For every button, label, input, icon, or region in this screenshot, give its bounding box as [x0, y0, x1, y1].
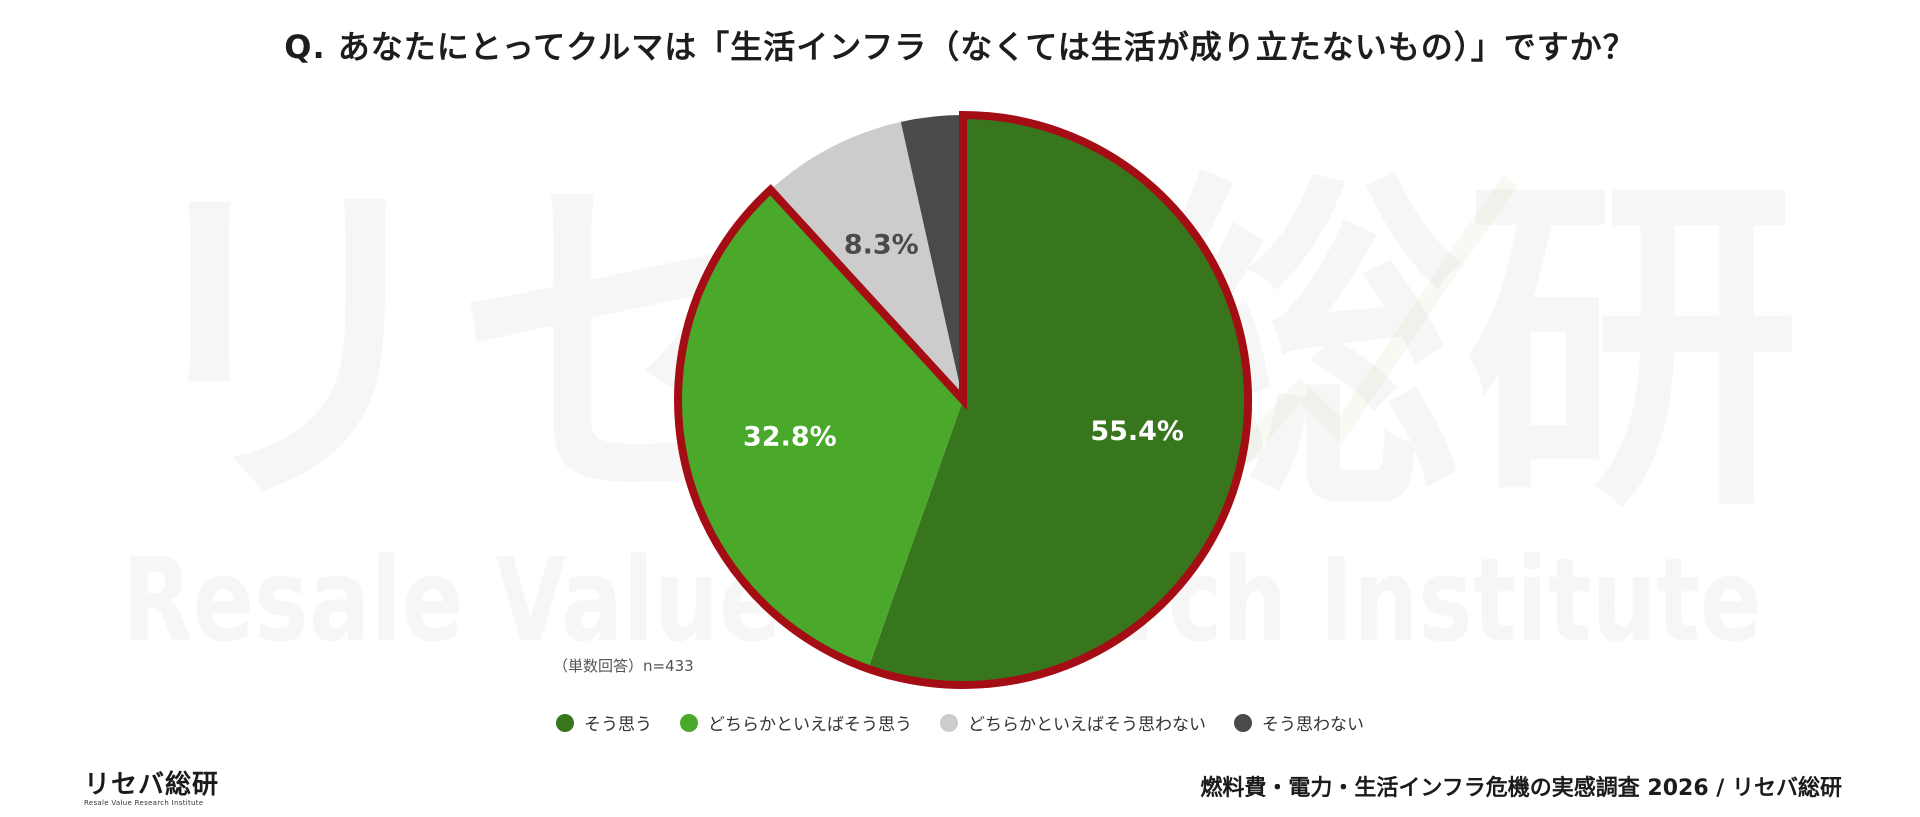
footer-credit: 燃料費・電力・生活インフラ危機の実感調査 2026 / リセバ総研: [1200, 776, 1842, 801]
legend-item-1: そう思う: [556, 710, 652, 735]
sample-note: （単数回答）n=433: [553, 657, 694, 675]
pie-value-label-2: 32.8%: [743, 421, 837, 452]
legend-swatch: [680, 713, 698, 732]
legend-item-3: どちらかといえばそう思わない: [940, 710, 1206, 735]
pie-slice-2: [677, 189, 963, 669]
pie-slice-3: [770, 121, 963, 401]
watermark-chart-line-icon: [1223, 174, 1518, 476]
legend-label: そう思わない: [1262, 715, 1364, 735]
legend-label: どちらかといえばそう思わない: [968, 715, 1206, 735]
logo-mark: リセバ総研: [84, 770, 220, 800]
pie-value-label-1: 55.4%: [1090, 416, 1184, 447]
legend-swatch: [1234, 713, 1252, 732]
legend-swatch: [940, 713, 958, 732]
legend-item-2: どちらかといえばそう思う: [680, 710, 912, 735]
chart-title: Q. あなたにとってクルマは「生活インフラ（なくては生活が成り立たないもの）」で…: [284, 28, 1636, 66]
logo-subtitle: Resale Value Research Institute: [84, 799, 204, 807]
pie-value-label-3: 8.3%: [844, 229, 919, 260]
legend: そう思う どちらかといえばそう思う どちらかといえばそう思わない そう思わない: [0, 710, 1920, 735]
logo: リセバ総研 Resale Value Research Institute: [84, 764, 219, 807]
highlight-border: [674, 110, 1252, 689]
legend-swatch: [556, 713, 574, 732]
pie-slice-4: [900, 115, 963, 400]
legend-item-4: そう思わない: [1234, 710, 1364, 735]
legend-label: どちらかといえばそう思う: [708, 715, 912, 735]
legend-label: そう思う: [584, 715, 652, 735]
